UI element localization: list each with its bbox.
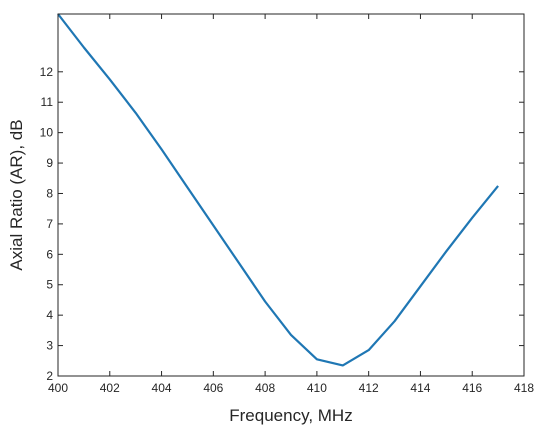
- y-tick-label: 9: [46, 156, 53, 170]
- y-tick-label: 10: [40, 126, 54, 140]
- plot-area: [58, 14, 524, 376]
- x-axis-label: Frequency, MHz: [229, 406, 352, 425]
- y-tick-label: 12: [40, 65, 54, 79]
- y-tick-label: 8: [46, 186, 53, 200]
- tick-labels: 400 402 404 406 408 410 412 414 416 418 2 3 4 5 6 7 8 9 10…: [40, 65, 535, 395]
- series-line: [57, 13, 499, 367]
- x-tick-label: 404: [152, 381, 172, 395]
- x-tick-label: 416: [462, 381, 482, 395]
- y-tick-label: 2: [46, 369, 53, 383]
- x-tick-label: 414: [410, 381, 430, 395]
- y-tick-label: 7: [46, 217, 53, 231]
- x-tick-label: 410: [307, 381, 327, 395]
- y-tick-label: 5: [46, 278, 53, 292]
- x-tick-label: 418: [514, 381, 534, 395]
- y-tick-label: 11: [41, 95, 54, 109]
- y-axis-label: Axial Ratio (AR), dB: [7, 119, 26, 270]
- y-tick-label: 3: [46, 339, 53, 353]
- x-tick-label: 406: [203, 381, 223, 395]
- y-tick-label: 6: [46, 247, 53, 261]
- x-tick-label: 408: [255, 381, 275, 395]
- plot-frame: [57, 13, 525, 377]
- x-tick-label: 402: [100, 381, 120, 395]
- x-tick-label: 412: [359, 381, 379, 395]
- axis-ticks: [57, 14, 525, 377]
- y-tick-label: 4: [46, 308, 53, 322]
- x-tick-label: 400: [48, 381, 68, 395]
